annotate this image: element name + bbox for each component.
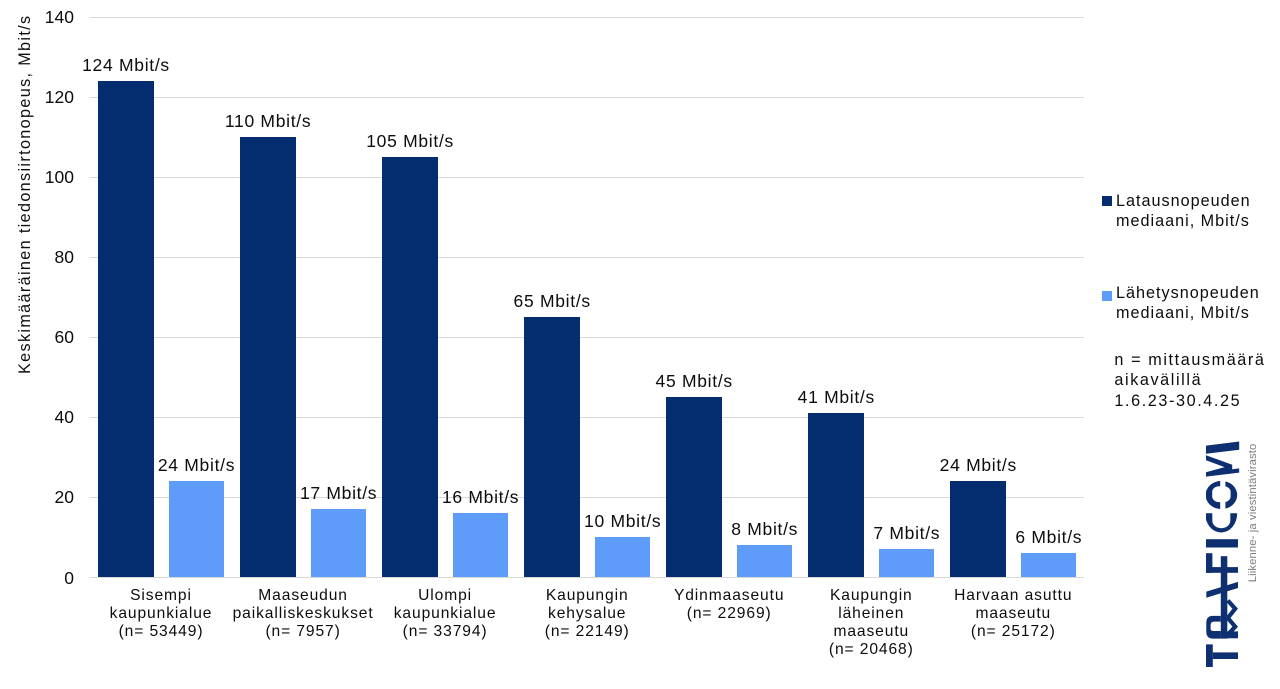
svg-text:Liikenne- ja viestintävirasto: Liikenne- ja viestintävirasto: [1247, 444, 1259, 583]
